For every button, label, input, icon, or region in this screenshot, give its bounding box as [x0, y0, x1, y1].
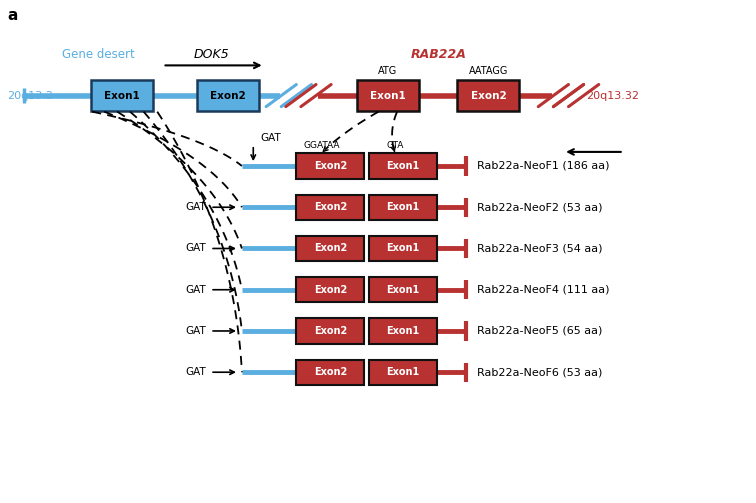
- Text: Rab22a-NeoF4 (111 aa): Rab22a-NeoF4 (111 aa): [477, 285, 609, 295]
- Text: Exon2: Exon2: [314, 243, 347, 254]
- Text: GAT: GAT: [185, 326, 206, 336]
- Text: GAT: GAT: [185, 243, 206, 254]
- Text: DOK5: DOK5: [194, 48, 230, 61]
- Text: Exon1: Exon1: [386, 367, 420, 377]
- Text: Rab22a-NeoF5 (65 aa): Rab22a-NeoF5 (65 aa): [477, 326, 603, 336]
- Text: Exon1: Exon1: [104, 91, 140, 101]
- Bar: [296, 195, 364, 220]
- Bar: [197, 80, 259, 111]
- Text: Exon1: Exon1: [386, 326, 420, 336]
- Text: Exon2: Exon2: [314, 202, 347, 212]
- Text: a: a: [8, 8, 18, 23]
- Text: Exon1: Exon1: [386, 161, 420, 171]
- Bar: [91, 80, 153, 111]
- Text: 20q13.32: 20q13.32: [586, 91, 639, 101]
- Bar: [296, 360, 364, 385]
- Text: GAT: GAT: [185, 202, 206, 212]
- Bar: [369, 153, 437, 179]
- Bar: [296, 153, 364, 179]
- Text: RAB22A: RAB22A: [411, 48, 466, 61]
- Text: Exon2: Exon2: [209, 91, 246, 101]
- Text: ATG: ATG: [378, 66, 398, 76]
- Bar: [296, 277, 364, 302]
- Bar: [369, 360, 437, 385]
- Text: GGATAA: GGATAA: [304, 141, 340, 150]
- Text: Rab22a-NeoF2 (53 aa): Rab22a-NeoF2 (53 aa): [477, 202, 603, 212]
- Text: Exon1: Exon1: [386, 243, 420, 254]
- Text: Exon2: Exon2: [314, 285, 347, 295]
- Text: GTA: GTA: [386, 141, 404, 150]
- Text: Exon2: Exon2: [470, 91, 507, 101]
- Bar: [369, 236, 437, 261]
- Text: Exon1: Exon1: [386, 285, 420, 295]
- Text: Exon1: Exon1: [386, 202, 420, 212]
- Bar: [296, 318, 364, 344]
- Text: GAT: GAT: [185, 367, 206, 377]
- Text: Exon2: Exon2: [314, 326, 347, 336]
- Bar: [369, 277, 437, 302]
- Bar: [457, 80, 519, 111]
- Text: Rab22a-NeoF3 (54 aa): Rab22a-NeoF3 (54 aa): [477, 243, 603, 254]
- Bar: [369, 195, 437, 220]
- Text: Rab22a-NeoF6 (53 aa): Rab22a-NeoF6 (53 aa): [477, 367, 603, 377]
- Text: Gene desert: Gene desert: [62, 48, 135, 61]
- Text: 20q13.2: 20q13.2: [8, 91, 54, 101]
- Text: GAT: GAT: [185, 285, 206, 295]
- Text: Rab22a-NeoF1 (186 aa): Rab22a-NeoF1 (186 aa): [477, 161, 609, 171]
- Text: GAT: GAT: [261, 133, 281, 143]
- Text: AATAGG: AATAGG: [469, 66, 508, 76]
- Bar: [357, 80, 419, 111]
- Text: Exon2: Exon2: [314, 367, 347, 377]
- Bar: [369, 318, 437, 344]
- Text: Exon1: Exon1: [370, 91, 406, 101]
- Text: Exon2: Exon2: [314, 161, 347, 171]
- Bar: [296, 236, 364, 261]
